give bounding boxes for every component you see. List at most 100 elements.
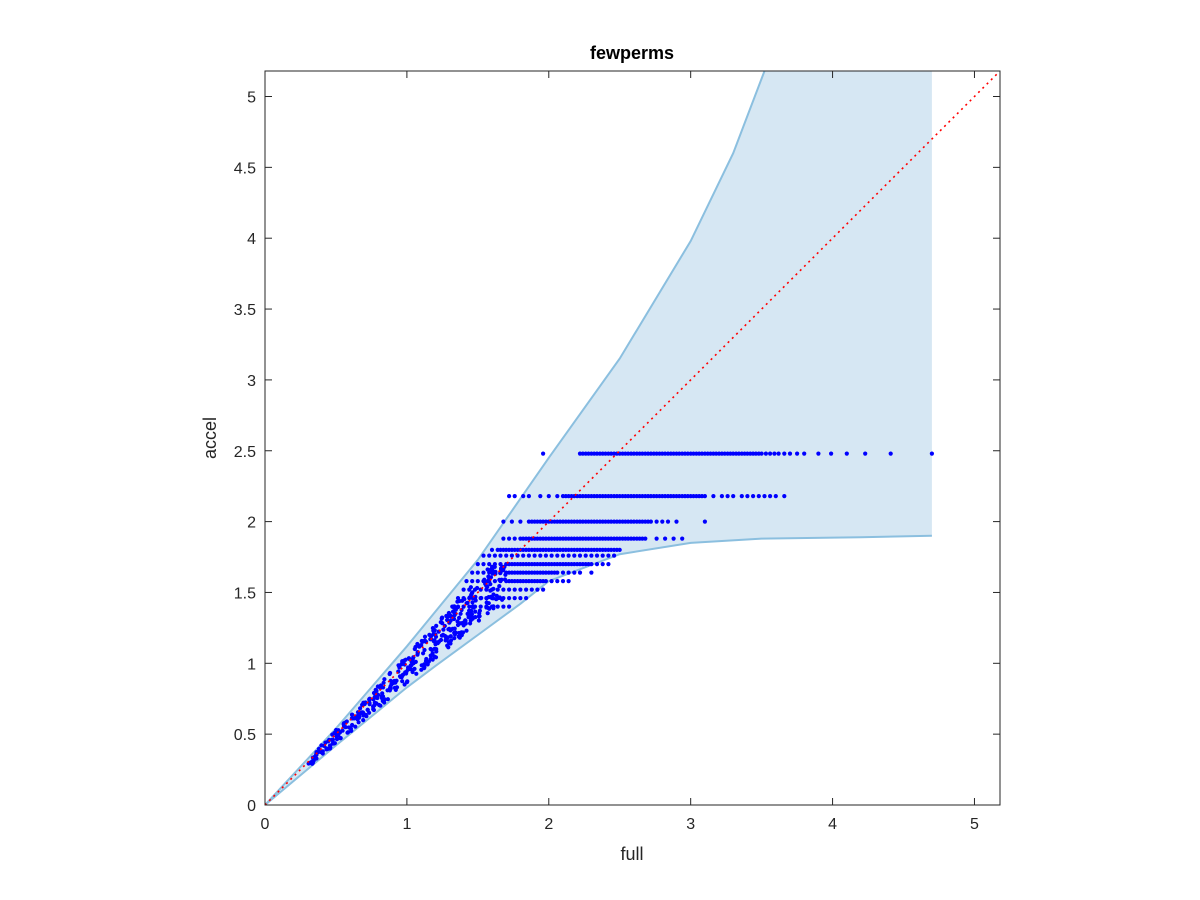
data-point: [538, 494, 543, 499]
data-point: [433, 640, 438, 645]
data-point: [489, 547, 495, 553]
data-point: [358, 706, 363, 711]
data-point: [473, 609, 478, 614]
data-point: [412, 666, 417, 672]
data-point: [609, 451, 614, 456]
data-point: [434, 623, 439, 629]
y-tick-label: 0.5: [234, 727, 256, 744]
data-point: [654, 536, 659, 541]
data-point: [314, 752, 319, 757]
data-point: [467, 596, 472, 601]
data-point: [702, 519, 708, 524]
data-point: [603, 494, 608, 499]
x-tick-label: 3: [686, 816, 695, 833]
data-point: [441, 627, 446, 632]
data-point: [518, 519, 523, 524]
data-point: [373, 687, 378, 693]
plot-area: 0 1 2 3 4 5 0 0.5 1 1.5 2 2.5 3 3.5 4 4.5 5: [234, 70, 1001, 833]
data-point: [348, 726, 353, 731]
data-point: [404, 680, 410, 685]
data-point: [394, 678, 399, 683]
data-point: [467, 604, 472, 609]
data-point: [626, 536, 631, 541]
data-point: [465, 600, 470, 605]
data-point: [699, 494, 705, 499]
data-point: [776, 451, 781, 456]
data-point: [452, 626, 457, 631]
data-point: [603, 451, 608, 456]
data-point: [521, 579, 526, 584]
data-point: [501, 536, 506, 541]
data-point: [371, 707, 376, 713]
band-fill: [265, 71, 932, 805]
data-point: [586, 494, 591, 499]
data-point: [691, 494, 696, 499]
data-point: [589, 570, 594, 575]
y-axis: 0 0.5 1 1.5 2 2.5 3 3.5 4 4.5 5: [234, 90, 1000, 815]
data-point: [725, 494, 730, 499]
data-point: [594, 451, 600, 456]
data-point: [316, 746, 321, 752]
data-point: [507, 596, 512, 601]
data-point: [580, 519, 585, 524]
data-point: [507, 587, 512, 592]
data-point: [397, 674, 403, 679]
data-point: [722, 451, 727, 456]
axes-box: [264, 70, 1001, 806]
data-point: [844, 451, 849, 456]
data-point: [560, 579, 566, 584]
data-point: [334, 734, 339, 739]
data-point: [677, 494, 682, 499]
data-point: [648, 451, 654, 456]
data-point: [816, 451, 821, 456]
data-point: [768, 494, 773, 499]
data-point: [507, 494, 512, 499]
data-point: [450, 604, 455, 609]
data-point: [580, 451, 585, 456]
data-point: [467, 587, 472, 592]
data-point: [431, 632, 436, 637]
data-point: [626, 519, 631, 524]
data-point: [445, 636, 450, 641]
data-point: [572, 519, 577, 524]
data-point: [631, 494, 637, 499]
data-point: [751, 494, 756, 499]
data-point: [353, 724, 358, 729]
data-point: [753, 451, 759, 456]
data-point: [768, 451, 773, 456]
data-point: [455, 596, 461, 601]
data-point: [448, 641, 453, 646]
data-point: [555, 570, 560, 575]
data-point: [457, 615, 462, 621]
data-point: [512, 587, 517, 592]
y-tick-label: 3.5: [234, 302, 256, 319]
data-point: [329, 737, 334, 743]
data-point: [589, 553, 594, 558]
data-point: [558, 562, 563, 567]
data-point: [671, 494, 676, 499]
data-point: [382, 700, 387, 705]
data-point: [580, 562, 585, 567]
data-point: [350, 722, 355, 728]
data-point: [762, 494, 767, 499]
data-point: [594, 553, 600, 558]
data-point: [361, 718, 366, 723]
data-point: [501, 519, 506, 524]
data-point: [566, 494, 571, 499]
data-point: [526, 536, 532, 541]
data-point: [430, 657, 435, 662]
data-point: [394, 685, 400, 690]
data-point: [617, 519, 622, 524]
data-point: [327, 743, 333, 748]
data-point: [457, 635, 462, 640]
y-tick-label: 2: [247, 515, 256, 532]
data-point: [331, 741, 336, 746]
data-point: [617, 547, 622, 553]
data-point: [685, 494, 690, 499]
data-point: [594, 547, 600, 553]
y-tick-label: 2.5: [234, 444, 256, 461]
data-point: [594, 519, 600, 524]
data-point: [773, 494, 778, 499]
data-point: [475, 562, 480, 567]
